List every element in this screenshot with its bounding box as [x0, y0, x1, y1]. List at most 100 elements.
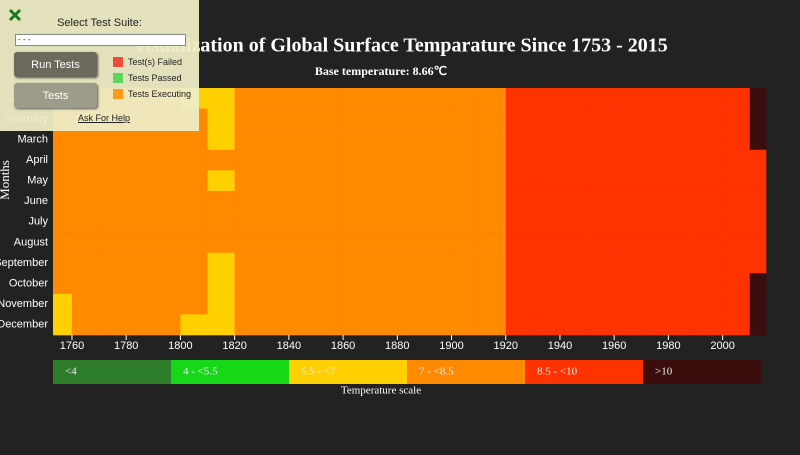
heat-cell [451, 252, 479, 274]
heat-cell [261, 149, 290, 171]
heat-cell [234, 232, 263, 253]
heat-cell [288, 273, 317, 295]
heat-cell [343, 190, 371, 212]
heat-cell [451, 88, 479, 109]
heat-cell [207, 293, 235, 315]
heat-cell [695, 211, 723, 233]
heat-cell [207, 88, 235, 109]
heat-cell [749, 252, 767, 274]
heat-cell [722, 273, 751, 295]
heat-cell [180, 232, 208, 253]
heat-cell [478, 211, 507, 233]
heat-cell [343, 211, 371, 233]
y-tick-label: June [24, 195, 48, 207]
heat-cell [315, 129, 344, 151]
heat-cell [343, 170, 371, 192]
heat-cell [153, 129, 181, 151]
heat-cell [397, 149, 425, 171]
heat-cell [641, 252, 669, 274]
heat-cell [424, 232, 452, 253]
heat-cell [587, 293, 615, 315]
heat-cell [153, 211, 181, 233]
heat-cell [532, 88, 561, 109]
heat-cell [722, 252, 751, 274]
heat-cell [315, 149, 344, 171]
heat-cell [180, 211, 208, 233]
heat-cell [315, 273, 344, 295]
x-tick-label: 1820 [222, 340, 246, 352]
heat-cell [234, 170, 263, 192]
heat-cell [397, 273, 425, 295]
heat-cell [343, 108, 371, 130]
heat-cell [478, 190, 507, 212]
heat-cell [370, 129, 398, 151]
heat-cell [532, 170, 561, 192]
help-link[interactable]: Ask For Help [78, 113, 131, 123]
heat-cell [722, 190, 751, 212]
heat-cell [614, 190, 642, 212]
heat-cell [99, 314, 127, 336]
heat-cell [424, 273, 452, 295]
heat-cell [532, 149, 561, 171]
heat-cell [749, 211, 767, 233]
heat-cell [559, 252, 588, 274]
suite-select[interactable]: - - - [15, 34, 186, 46]
heat-cell [370, 314, 398, 336]
legend-swatch [53, 360, 171, 384]
heat-cell [532, 252, 561, 274]
heat-cell [315, 293, 344, 315]
heat-cell [668, 314, 696, 336]
heat-cell [424, 149, 452, 171]
legend-swatch [407, 360, 525, 384]
heat-cell [180, 129, 208, 151]
heat-cell [614, 232, 642, 253]
legend-label: <4 [65, 366, 77, 378]
heat-cell [695, 190, 723, 212]
heat-cell [505, 273, 534, 295]
heat-cell [749, 314, 767, 336]
heat-cell [505, 129, 534, 151]
heat-cell [261, 273, 290, 295]
tests-button[interactable]: Tests [14, 83, 97, 108]
heat-cell [614, 314, 642, 336]
heat-cell [722, 232, 751, 253]
heat-cell [288, 190, 317, 212]
heat-cell [451, 129, 479, 151]
heat-cell [668, 190, 696, 212]
heat-cell [695, 273, 723, 295]
heat-cell [234, 129, 263, 151]
heat-cell [71, 170, 100, 192]
heat-cell [126, 170, 154, 192]
heat-cell [559, 88, 588, 109]
heat-cell [614, 129, 642, 151]
heat-cell [532, 190, 561, 212]
heat-cell [99, 232, 127, 253]
x-tick-label: 1780 [114, 340, 138, 352]
heat-cell [288, 314, 317, 336]
heat-cell [451, 232, 479, 253]
heat-cell [559, 129, 588, 151]
heat-cell [614, 273, 642, 295]
heat-cell [587, 232, 615, 253]
close-button[interactable] [8, 8, 22, 22]
heat-cell [749, 88, 767, 109]
heat-cell [397, 232, 425, 253]
heat-cell [587, 211, 615, 233]
heat-cell [559, 108, 588, 130]
heat-cell [126, 232, 154, 253]
heat-cell [71, 252, 100, 274]
heat-cell [424, 190, 452, 212]
heat-cell [343, 293, 371, 315]
heat-cell [695, 108, 723, 130]
panel-heading: Select Test Suite: [57, 17, 142, 29]
heat-cell [505, 252, 534, 274]
heat-cell [180, 190, 208, 212]
legend-swatch [525, 360, 643, 384]
heat-cell [234, 149, 263, 171]
status-label: Test(s) Failed [128, 57, 183, 67]
heat-cell [53, 211, 73, 233]
heat-cell [614, 170, 642, 192]
status-swatch [113, 89, 123, 99]
run-tests-button[interactable]: Run Tests [14, 52, 97, 77]
chart-subtitle: Base temperature: 8.66℃ [315, 64, 447, 78]
